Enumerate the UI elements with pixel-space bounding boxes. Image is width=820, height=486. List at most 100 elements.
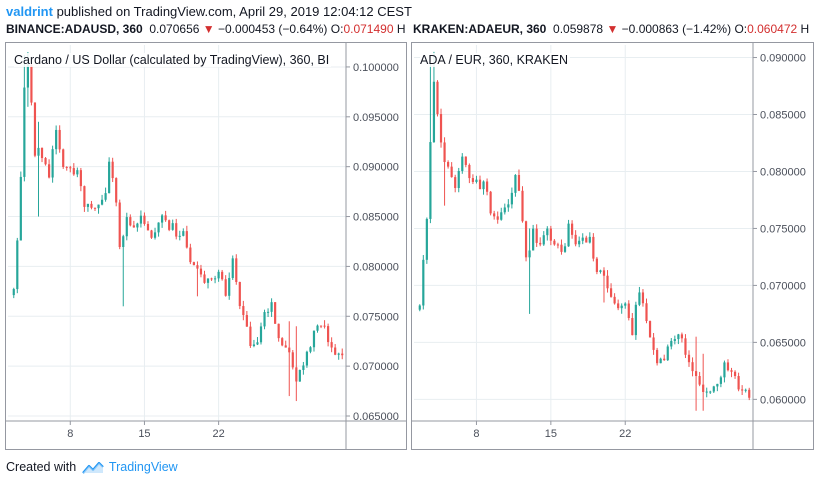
- candle-body: [228, 277, 231, 296]
- candlestick-chart-adaeur[interactable]: 0.090000 0.085000 0.080000 0.075000 0.070000…: [412, 43, 814, 450]
- candle: [62, 148, 65, 169]
- candle-body: [521, 190, 524, 222]
- candle: [108, 157, 111, 194]
- candle: [645, 298, 648, 324]
- candlestick-chart-adausd[interactable]: 0.100000 0.095000 0.090000 0.085000 0.080000…: [6, 43, 407, 450]
- candle: [196, 261, 199, 297]
- candle-body: [252, 344, 256, 346]
- candle: [47, 159, 51, 179]
- candle-body: [323, 325, 326, 327]
- candle-body: [249, 326, 252, 346]
- candle-body: [489, 191, 492, 214]
- candle-body: [100, 199, 104, 205]
- candle-body: [482, 181, 485, 190]
- candle: [631, 313, 634, 336]
- candles: [12, 51, 344, 402]
- candle-body: [645, 303, 648, 322]
- candle: [447, 160, 450, 169]
- candle: [245, 311, 248, 327]
- candle: [37, 121, 40, 217]
- candle-body: [549, 228, 552, 241]
- candle-body: [553, 240, 556, 245]
- price-tick-label: 0.075000: [353, 311, 399, 323]
- candle-body: [171, 223, 174, 230]
- tradingview-link[interactable]: TradingView: [108, 460, 178, 474]
- candle: [40, 147, 44, 163]
- candle-body: [58, 129, 61, 150]
- author-name[interactable]: valdrint: [6, 4, 53, 19]
- candle: [609, 283, 613, 298]
- candle-body: [12, 289, 15, 296]
- candle-body: [493, 213, 496, 217]
- candle: [206, 278, 210, 289]
- candle-body: [319, 325, 323, 327]
- candle-body: [221, 271, 224, 280]
- candle-body: [213, 278, 217, 280]
- candle-body: [93, 207, 97, 209]
- price-tick-label: 0.075000: [760, 223, 806, 235]
- candle: [69, 165, 72, 173]
- candle: [723, 360, 726, 383]
- candle-body: [19, 176, 22, 241]
- time-tick-label: 22: [212, 428, 224, 440]
- candle-body: [606, 275, 609, 289]
- candle-body: [485, 181, 489, 192]
- price-tick-label: 0.070000: [760, 280, 806, 292]
- candle: [514, 174, 517, 197]
- chart-panel-adausd[interactable]: 0.100000 0.095000 0.090000 0.085000 0.080000…: [5, 42, 407, 450]
- candle-body: [189, 247, 192, 263]
- candle: [97, 204, 100, 214]
- grid: [8, 45, 346, 421]
- candle: [694, 336, 698, 411]
- candle: [132, 220, 135, 228]
- candle: [58, 125, 61, 153]
- candle-body: [196, 265, 199, 269]
- candle-body: [168, 220, 171, 230]
- candle: [51, 145, 54, 183]
- candle-body: [694, 371, 698, 377]
- candle-body: [175, 223, 178, 237]
- candle: [341, 348, 344, 360]
- candle-body: [496, 216, 499, 220]
- candle: [164, 210, 167, 222]
- candle: [716, 383, 719, 392]
- candle-body: [256, 342, 259, 345]
- candle: [334, 344, 337, 356]
- candle: [418, 304, 421, 312]
- candle: [553, 239, 556, 246]
- candle: [12, 287, 15, 299]
- candle: [670, 338, 673, 350]
- candle-body: [595, 258, 598, 272]
- candle: [259, 322, 263, 345]
- price-tick-label: 0.080000: [760, 166, 806, 178]
- candle: [238, 281, 241, 310]
- candle-body: [634, 304, 637, 336]
- candle: [199, 264, 203, 278]
- candle: [337, 352, 340, 360]
- candle-body: [327, 326, 330, 343]
- candle-body: [86, 203, 90, 207]
- candle-body: [104, 193, 107, 200]
- candle-body: [115, 178, 118, 203]
- candle: [143, 212, 146, 226]
- candle: [503, 203, 506, 215]
- chart-title: ADA / EUR, 360, KRAKEN: [420, 53, 570, 67]
- candle: [436, 80, 439, 117]
- candle: [691, 357, 694, 377]
- candle: [454, 174, 457, 193]
- candle-body: [741, 389, 744, 391]
- tradingview-logo-icon[interactable]: [81, 461, 104, 474]
- candle-body: [716, 383, 719, 387]
- candle-body: [37, 147, 40, 156]
- candle: [602, 267, 606, 303]
- candle-body: [680, 334, 684, 339]
- quote-open: 0.071490: [343, 22, 394, 36]
- candle-body: [143, 215, 146, 224]
- candle: [493, 210, 496, 220]
- candle: [256, 337, 259, 346]
- quote-change: −0.000863 (−1.42%): [621, 22, 732, 36]
- candle-body: [585, 237, 588, 243]
- quote-open: 0.060472: [747, 22, 798, 36]
- candle: [702, 353, 705, 411]
- chart-panel-adaeur[interactable]: 0.090000 0.085000 0.080000 0.075000 0.070000…: [411, 42, 814, 450]
